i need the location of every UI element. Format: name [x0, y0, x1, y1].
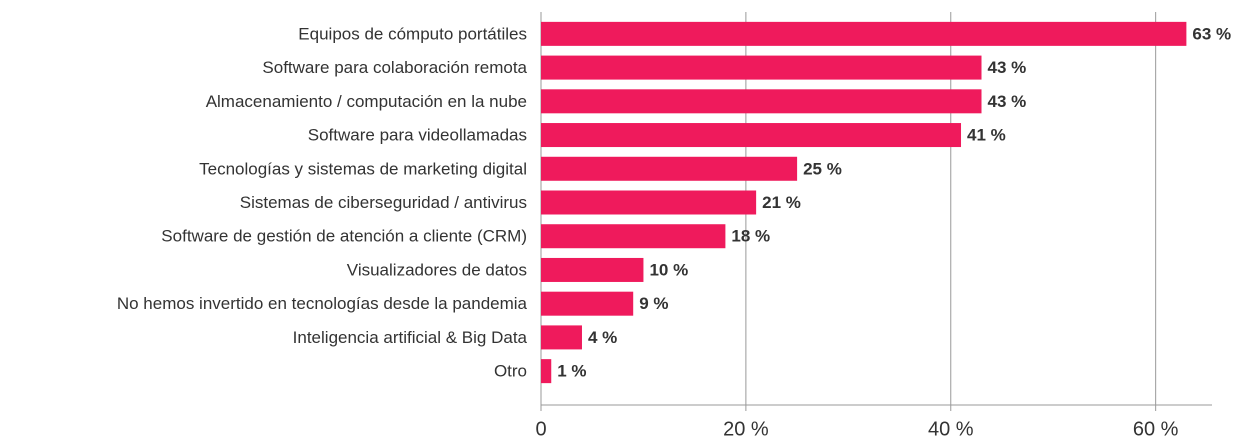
category-label: Almacenamiento / computación en la nube	[206, 92, 527, 111]
bar	[541, 257, 644, 282]
value-label: 4 %	[588, 328, 617, 347]
x-tick-label: 60 %	[1133, 418, 1179, 440]
category-label: Software de gestión de atención a client…	[161, 227, 527, 246]
bar	[541, 325, 582, 350]
bar	[541, 291, 634, 316]
category-label: Inteligencia artificial & Big Data	[293, 328, 528, 347]
bar	[541, 21, 1187, 46]
value-label: 10 %	[649, 260, 688, 279]
category-label: Software para colaboración remota	[262, 58, 527, 77]
value-label: 43 %	[988, 92, 1027, 111]
bar	[541, 55, 982, 80]
value-label: 1 %	[557, 362, 586, 381]
x-tick-label: 0	[535, 418, 546, 440]
value-label: 9 %	[639, 294, 668, 313]
category-label: Visualizadores de datos	[347, 260, 527, 279]
bar	[541, 359, 552, 384]
value-label: 41 %	[967, 126, 1006, 145]
category-label: Software para videollamadas	[308, 126, 527, 145]
bar	[541, 123, 962, 148]
category-label: No hemos invertido en tecnologías desde …	[117, 294, 528, 313]
category-label: Tecnologías y sistemas de marketing digi…	[199, 159, 527, 178]
category-label: Otro	[494, 362, 527, 381]
bar	[541, 156, 798, 181]
value-label: 25 %	[803, 159, 842, 178]
bar	[541, 190, 757, 215]
bar	[541, 224, 726, 249]
value-label: 63 %	[1192, 24, 1231, 43]
category-label: Sistemas de ciberseguridad / antivirus	[240, 193, 527, 212]
value-label: 43 %	[988, 58, 1027, 77]
value-label: 18 %	[731, 227, 770, 246]
value-label: 21 %	[762, 193, 801, 212]
x-tick-label: 40 %	[928, 418, 974, 440]
x-tick-label: 20 %	[723, 418, 769, 440]
category-label: Equipos de cómputo portátiles	[298, 24, 527, 43]
bar	[541, 89, 982, 114]
